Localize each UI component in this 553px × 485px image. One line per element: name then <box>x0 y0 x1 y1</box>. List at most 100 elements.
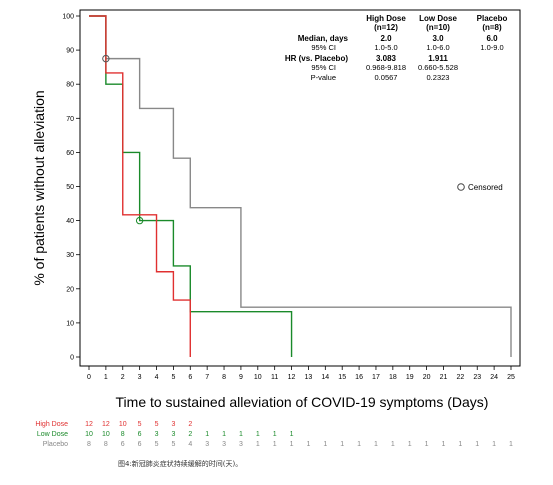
censored-marker <box>135 216 144 225</box>
stats-row-label: P-value <box>311 73 336 82</box>
risk-count: 1 <box>222 431 226 438</box>
x-tick-label: 13 <box>305 374 313 381</box>
x-tick-label: 14 <box>321 374 329 381</box>
risk-count: 4 <box>188 441 192 448</box>
x-tick-label: 23 <box>473 374 481 381</box>
stats-cell: 0.968-9.818 <box>366 63 406 72</box>
stats-cell: 3.083 <box>376 54 397 63</box>
risk-group-label: Placebo <box>43 441 68 448</box>
risk-count: 1 <box>256 441 260 448</box>
y-tick-label: 60 <box>66 150 74 157</box>
stats-row-label: HR (vs. Placebo) <box>285 54 348 63</box>
risk-count: 6 <box>121 441 125 448</box>
x-tick-label: 5 <box>171 374 175 381</box>
stats-cell: 6.0 <box>486 34 498 43</box>
x-tick-label: 24 <box>490 374 498 381</box>
x-tick-label: 25 <box>507 374 515 381</box>
stats-cell: 0.660-5.528 <box>418 63 458 72</box>
stats-row-label: Median, days <box>298 34 349 43</box>
stats-col-n: (n=12) <box>374 23 398 32</box>
y-tick-label: 20 <box>66 286 74 293</box>
risk-count: 3 <box>171 421 175 428</box>
caption: 图4:新冠肺炎症状持续缓解的时间(天)。 <box>118 459 242 468</box>
risk-count: 8 <box>87 441 91 448</box>
plot-frame <box>79 9 521 367</box>
risk-count: 1 <box>475 441 479 448</box>
risk-count: 1 <box>273 441 277 448</box>
risk-count: 5 <box>171 441 175 448</box>
censored-marker <box>102 54 110 63</box>
risk-count: 1 <box>205 431 209 438</box>
y-tick-label: 50 <box>66 184 74 191</box>
stats-cell: 1.911 <box>428 54 448 63</box>
risk-table: High Dose 12 12 10 5 5 3 2 Low Dose 10 10 8 6 3 3 2 1 1 1 1… <box>35 421 513 448</box>
stats-cell: 1.0-9.0 <box>480 43 503 52</box>
risk-count: 1 <box>442 441 446 448</box>
risk-count: 1 <box>340 441 344 448</box>
stats-col-header: Placebo <box>477 14 508 23</box>
risk-count: 1 <box>273 431 277 438</box>
risk-count: 1 <box>256 431 260 438</box>
y-tick-label: 80 <box>66 82 74 89</box>
risk-count: 3 <box>222 441 226 448</box>
stats-row-label: 95% CI <box>311 63 336 72</box>
risk-count: 1 <box>425 441 429 448</box>
x-tick-label: 7 <box>205 374 209 381</box>
risk-count: 5 <box>138 421 142 428</box>
x-tick-label: 9 <box>239 374 243 381</box>
risk-group-label: High Dose <box>35 421 68 428</box>
risk-count: 12 <box>102 421 110 428</box>
series-line-high-dose <box>89 15 191 357</box>
risk-count: 12 <box>85 421 93 428</box>
risk-count: 1 <box>323 441 327 448</box>
series-lines <box>89 15 512 357</box>
y-tick-label: 40 <box>66 218 74 225</box>
risk-count: 5 <box>155 421 159 428</box>
risk-count: 2 <box>188 431 192 438</box>
risk-count: 1 <box>290 431 294 438</box>
y-tick-label: 30 <box>66 252 74 259</box>
x-axis-label: Time to sustained alleviation of COVID-1… <box>116 394 489 410</box>
risk-count: 10 <box>119 421 127 428</box>
risk-count: 10 <box>85 431 93 438</box>
y-axis-label: % of patients without alleviation <box>31 90 47 285</box>
x-tick-label: 19 <box>406 374 414 381</box>
risk-count: 3 <box>205 441 209 448</box>
risk-count: 1 <box>391 441 395 448</box>
y-tick-label: 0 <box>70 355 74 362</box>
x-tick-label: 21 <box>440 374 448 381</box>
x-tick-label: 10 <box>254 374 262 381</box>
x-tick-label: 17 <box>372 374 380 381</box>
x-tick-label: 16 <box>355 374 363 381</box>
x-tick-label: 6 <box>188 374 192 381</box>
x-tick-label: 4 <box>155 374 159 381</box>
stats-cell: 1.0-5.0 <box>374 43 397 52</box>
stats-cell: 2.0 <box>380 34 392 43</box>
stats-col-n: (n=10) <box>426 23 450 32</box>
y-tick-label: 90 <box>66 48 74 55</box>
risk-group-label: Low Dose <box>37 431 68 438</box>
risk-count: 1 <box>492 441 496 448</box>
x-tick-label: 15 <box>338 374 346 381</box>
risk-count: 5 <box>155 441 159 448</box>
risk-count: 6 <box>138 431 142 438</box>
x-tick-label: 22 <box>456 374 464 381</box>
stats-row-label: 95% CI <box>311 43 336 52</box>
x-tick-label: 0 <box>87 374 91 381</box>
stats-cell: 3.0 <box>432 34 444 43</box>
risk-count: 1 <box>374 441 378 448</box>
x-tick-label: 3 <box>138 374 142 381</box>
y-tick-label: 100 <box>62 14 74 21</box>
y-tick-label: 70 <box>66 116 74 123</box>
legend-censored-label: Censored <box>468 183 503 192</box>
risk-count: 8 <box>121 431 125 438</box>
risk-count: 1 <box>239 431 243 438</box>
y-tick-label: 10 <box>66 320 74 327</box>
legend: Censored <box>457 183 503 192</box>
x-tick-label: 8 <box>222 374 226 381</box>
stats-table: High Dose(n=12) Low Dose(n=10) Placebo(n=8… <box>285 14 508 82</box>
risk-count: 1 <box>290 441 294 448</box>
x-tick-label: 18 <box>389 374 397 381</box>
